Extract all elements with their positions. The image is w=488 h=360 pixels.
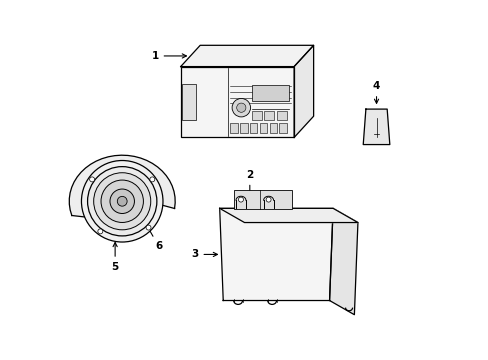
Circle shape bbox=[110, 189, 134, 213]
Circle shape bbox=[146, 225, 151, 230]
Polygon shape bbox=[219, 208, 357, 222]
Polygon shape bbox=[363, 109, 389, 145]
Circle shape bbox=[232, 99, 250, 117]
Circle shape bbox=[149, 177, 155, 182]
Bar bbox=[181, 67, 293, 138]
Bar bbox=[276, 111, 286, 120]
Text: 5: 5 bbox=[111, 243, 119, 272]
Circle shape bbox=[101, 180, 143, 222]
Circle shape bbox=[81, 161, 163, 242]
Bar bbox=[233, 190, 292, 210]
Circle shape bbox=[265, 197, 270, 202]
Circle shape bbox=[87, 167, 157, 236]
Bar bbox=[251, 111, 261, 120]
Text: 3: 3 bbox=[191, 249, 217, 260]
Bar bbox=[249, 123, 257, 133]
Bar bbox=[264, 111, 274, 120]
Bar bbox=[259, 123, 267, 133]
Bar bbox=[279, 123, 286, 133]
Polygon shape bbox=[263, 196, 273, 200]
Bar bbox=[182, 84, 196, 120]
Text: 6: 6 bbox=[146, 225, 162, 251]
Bar bbox=[230, 123, 237, 133]
Circle shape bbox=[94, 173, 150, 230]
Text: 4: 4 bbox=[372, 81, 380, 103]
Bar bbox=[269, 123, 277, 133]
Text: 2: 2 bbox=[245, 170, 253, 195]
Circle shape bbox=[89, 177, 94, 182]
Bar bbox=[240, 123, 247, 133]
Polygon shape bbox=[293, 45, 313, 138]
Polygon shape bbox=[219, 208, 332, 301]
Polygon shape bbox=[69, 155, 175, 234]
Bar bbox=[251, 85, 288, 100]
Polygon shape bbox=[329, 208, 357, 315]
Circle shape bbox=[117, 196, 127, 206]
Text: 1: 1 bbox=[151, 51, 186, 61]
Circle shape bbox=[238, 197, 243, 202]
Polygon shape bbox=[236, 196, 245, 200]
Circle shape bbox=[236, 103, 245, 112]
Polygon shape bbox=[181, 45, 313, 67]
Circle shape bbox=[98, 229, 102, 234]
